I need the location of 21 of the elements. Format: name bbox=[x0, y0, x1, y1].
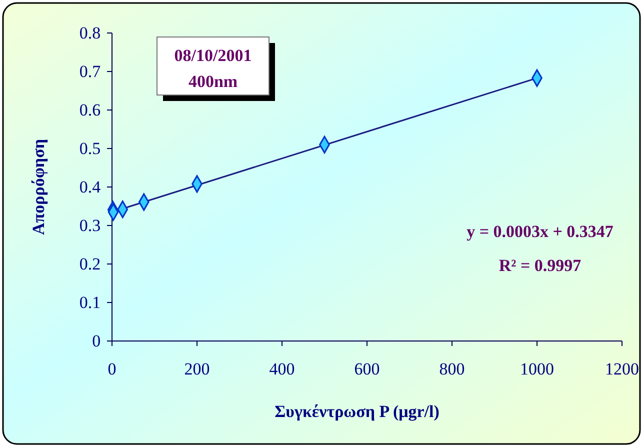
y-tick-label: 0.8 bbox=[79, 23, 101, 42]
x-tick-label: 800 bbox=[439, 360, 465, 378]
y-tick-label: 0.6 bbox=[79, 100, 101, 120]
y-tick-label: 0 bbox=[92, 331, 101, 350]
x-tick-label: 1000 bbox=[520, 360, 554, 378]
x-tick-label: 600 bbox=[354, 360, 380, 378]
x-axis-title: Συγκέντρωση P (μgr/l) bbox=[274, 402, 440, 421]
x-tick-label: 1200 bbox=[605, 360, 639, 378]
x-tick-label: 400 bbox=[269, 360, 295, 378]
annotation: 08/10/2001 400nm bbox=[174, 46, 252, 91]
y-tick-label: 0.3 bbox=[79, 216, 101, 235]
annotation: R² = 0.9997 bbox=[498, 256, 582, 275]
y-tick-label: 0.7 bbox=[79, 62, 102, 81]
y-tick-label: 0.5 bbox=[79, 138, 101, 158]
x-tick-label: 200 bbox=[184, 360, 210, 378]
x-tick-label: 0 bbox=[108, 360, 116, 378]
annotation: y = 0.0003x + 0.3347 bbox=[466, 222, 614, 241]
y-tick-label: 0.1 bbox=[79, 292, 101, 312]
y-tick-label: 0.4 bbox=[79, 177, 102, 196]
y-tick-label: 0.2 bbox=[79, 254, 101, 274]
y-axis-title: Απορρόφηση bbox=[29, 139, 48, 235]
